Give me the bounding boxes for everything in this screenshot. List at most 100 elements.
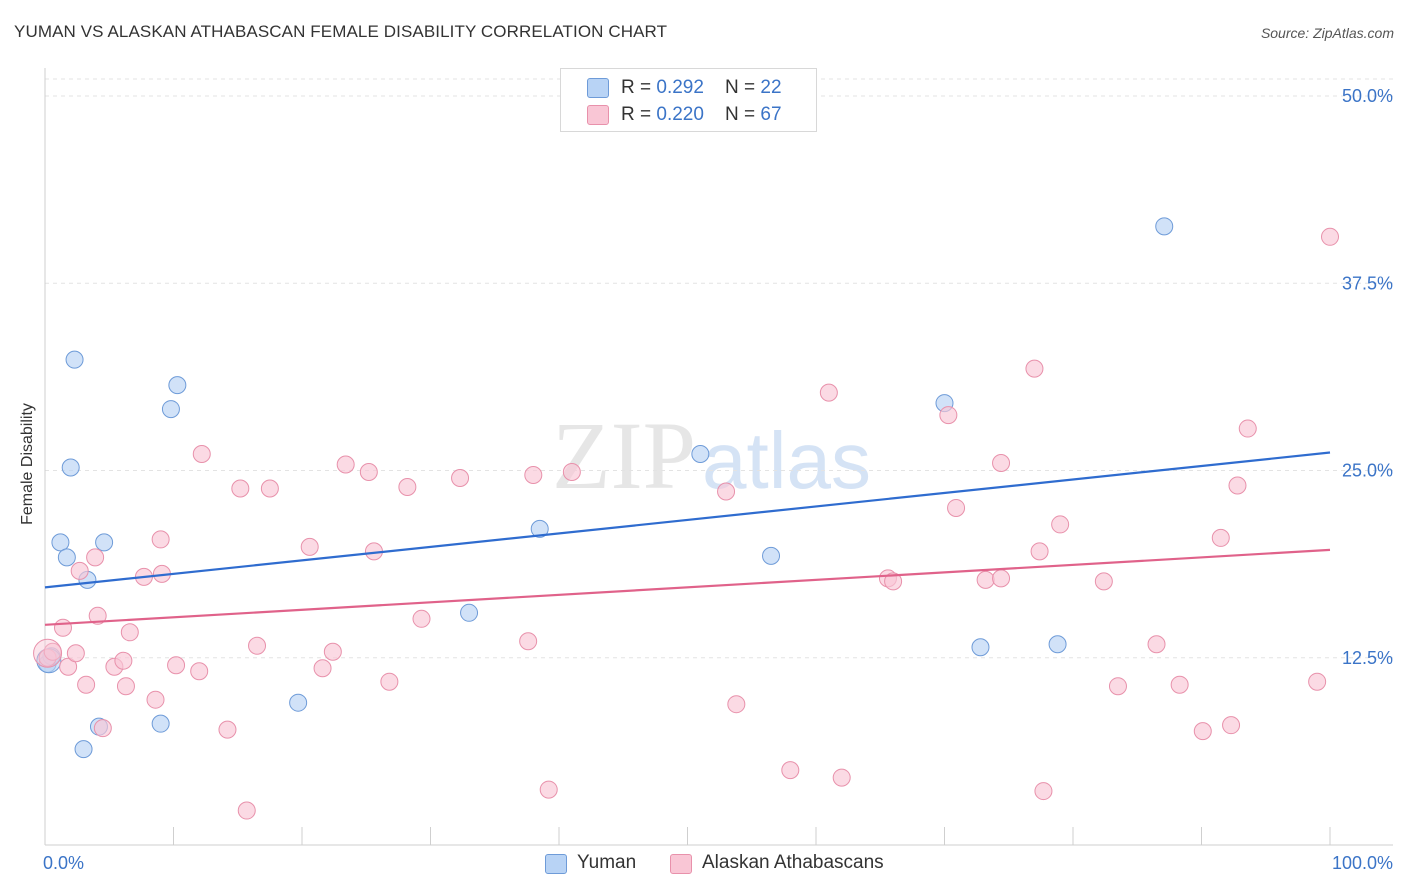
alaskan-athabascans-point-55	[1051, 515, 1070, 534]
alaskan-athabascans-point-27	[313, 659, 332, 678]
alaskan-athabascans-point-6	[77, 675, 96, 694]
watermark-zip: ZIP	[552, 402, 696, 509]
yuman-point-15	[530, 519, 549, 538]
y-tick-label-3: 50.0%	[1342, 86, 1393, 106]
alaskan-athabascans-point-29	[336, 455, 355, 474]
alaskan-athabascans-point-38	[539, 780, 558, 799]
alaskan-athabascans-point-49	[976, 570, 995, 589]
alaskan-athabascans-point-11	[114, 651, 133, 670]
alaskan-athabascans-point-7	[86, 548, 105, 567]
yuman-point-2	[51, 533, 70, 552]
alaskan-r-value: 0.220	[656, 104, 704, 125]
alaskan-athabascans-point-46	[884, 572, 903, 591]
alaskan-athabascans-point-5	[70, 561, 89, 580]
alaskan-athabascans-point-12	[116, 677, 135, 696]
alaskan-athabascans-point-8	[88, 606, 107, 625]
yuman-r-value: 0.292	[656, 77, 704, 98]
legend-yuman-label: Yuman	[577, 852, 637, 873]
source-credit: Source: ZipAtlas.com	[1260, 25, 1394, 41]
alaskan-athabascans-trend-line	[44, 548, 1331, 626]
yuman-point-11	[161, 400, 180, 419]
alaskan-athabascans-point-30	[359, 462, 378, 481]
yuman-point-19	[971, 638, 990, 657]
yuman-trend-line	[44, 451, 1331, 589]
alaskan-athabascans-point-28	[323, 642, 342, 661]
yuman-point-13	[289, 693, 308, 712]
alaskan-athabascans-point-39	[562, 462, 581, 481]
alaskan-athabascans-point-21	[218, 720, 237, 739]
y-tick-label-1: 25.0%	[1342, 461, 1393, 481]
alaskan-athabascans-point-23	[237, 801, 256, 820]
axes	[44, 68, 1393, 846]
alaskan-athabascans-point-53	[1030, 542, 1049, 561]
yuman-point-10	[151, 714, 170, 733]
alaskan-athabascans-point-19	[190, 662, 209, 681]
series-alaskan-athabascans	[33, 227, 1339, 820]
alaskan-athabascans-point-13	[120, 623, 139, 642]
alaskan-athabascans-point-22	[231, 479, 250, 498]
yuman-n-label: N =	[725, 77, 761, 98]
alaskan-athabascans-point-58	[1147, 635, 1166, 654]
alaskan-r-label: R =	[621, 104, 657, 125]
tick-labels: 12.5% 25.0% 37.5% 50.0% 0.0% 100.0%	[43, 86, 1393, 873]
alaskan-n-label: N =	[725, 104, 761, 125]
yuman-point-9	[95, 533, 114, 552]
x-tick-label-max: 100.0%	[1332, 853, 1393, 873]
watermark: ZIPatlas	[552, 400, 871, 511]
yuman-point-21	[1155, 217, 1174, 236]
legend-alaskan-athabascans-swatch	[670, 854, 692, 874]
alaskan-athabascans-point-2	[53, 618, 72, 637]
alaskan-athabascans-point-9	[93, 719, 112, 738]
yuman-n-value: 22	[760, 77, 782, 98]
alaskan-n-value: 67	[760, 104, 782, 125]
alaskan-athabascans-point-51	[992, 454, 1011, 473]
alaskan-athabascans-point-47	[939, 406, 958, 425]
alaskan-athabascans-point-56	[1094, 572, 1113, 591]
alaskan-athabascans-point-61	[1211, 528, 1230, 547]
alaskan-athabascans-point-20	[192, 445, 211, 464]
alaskan-athabascans-point-41	[727, 695, 746, 714]
alaskan-athabascans-cluster-point	[33, 638, 63, 668]
grid-lines	[45, 78, 1393, 659]
yuman-point-6	[74, 740, 93, 759]
alaskan-athabascans-point-26	[300, 537, 319, 556]
alaskan-athabascans-point-4	[66, 644, 85, 663]
yuman-r-label: R =	[621, 77, 657, 98]
yuman-point-12	[168, 376, 187, 395]
yuman-point-14	[460, 603, 479, 622]
alaskan-athabascans-point-57	[1108, 677, 1127, 696]
alaskan-athabascans-point-52	[1025, 359, 1044, 378]
yuman-point-5	[65, 350, 84, 369]
alaskan-athabascans-point-48	[947, 498, 966, 517]
alaskan-athabascans-point-15	[146, 690, 165, 709]
alaskan-athabascans-point-63	[1228, 476, 1247, 495]
alaskan-athabascans-point-3	[59, 657, 78, 676]
alaskan-athabascans-stats: R = 0.220 N = 67	[621, 104, 782, 126]
legend-yuman-swatch	[545, 854, 567, 874]
alaskan-athabascans-point-66	[1321, 227, 1339, 246]
alaskan-athabascans-point-32	[380, 672, 399, 691]
alaskan-athabascans-point-37	[524, 465, 543, 484]
alaskan-athabascans-point-33	[398, 477, 417, 496]
alaskan-athabascans-point-34	[412, 609, 431, 628]
alaskan-athabascans-point-42	[781, 761, 800, 780]
alaskan-athabascans-point-59	[1170, 675, 1189, 694]
alaskan-athabascans-point-36	[519, 632, 538, 651]
yuman-point-17	[762, 546, 781, 565]
alaskan-athabascans-point-43	[819, 383, 838, 402]
alaskan-athabascans-point-44	[832, 768, 851, 787]
y-tick-label-2: 37.5%	[1342, 273, 1393, 293]
yuman-swatch	[587, 78, 609, 98]
alaskan-athabascans-point-16	[151, 530, 170, 549]
y-tick-label-0: 12.5%	[1342, 648, 1393, 668]
legend-alaskan-athabascans-label: Alaskan Athabascans	[702, 852, 884, 873]
stats-legend: R = 0.292 N = 22 R = 0.220 N = 67	[560, 68, 817, 132]
x-tick-label-min: 0.0%	[43, 853, 84, 873]
alaskan-athabascans-point-54	[1034, 782, 1053, 801]
alaskan-athabascans-point-40	[717, 482, 736, 501]
alaskan-athabascans-point-24	[248, 636, 267, 655]
alaskan-athabascans-point-62	[1222, 716, 1241, 735]
chart-title: YUMAN VS ALASKAN ATHABASCAN FEMALE DISAB…	[14, 22, 668, 41]
trend-lines	[44, 451, 1331, 626]
